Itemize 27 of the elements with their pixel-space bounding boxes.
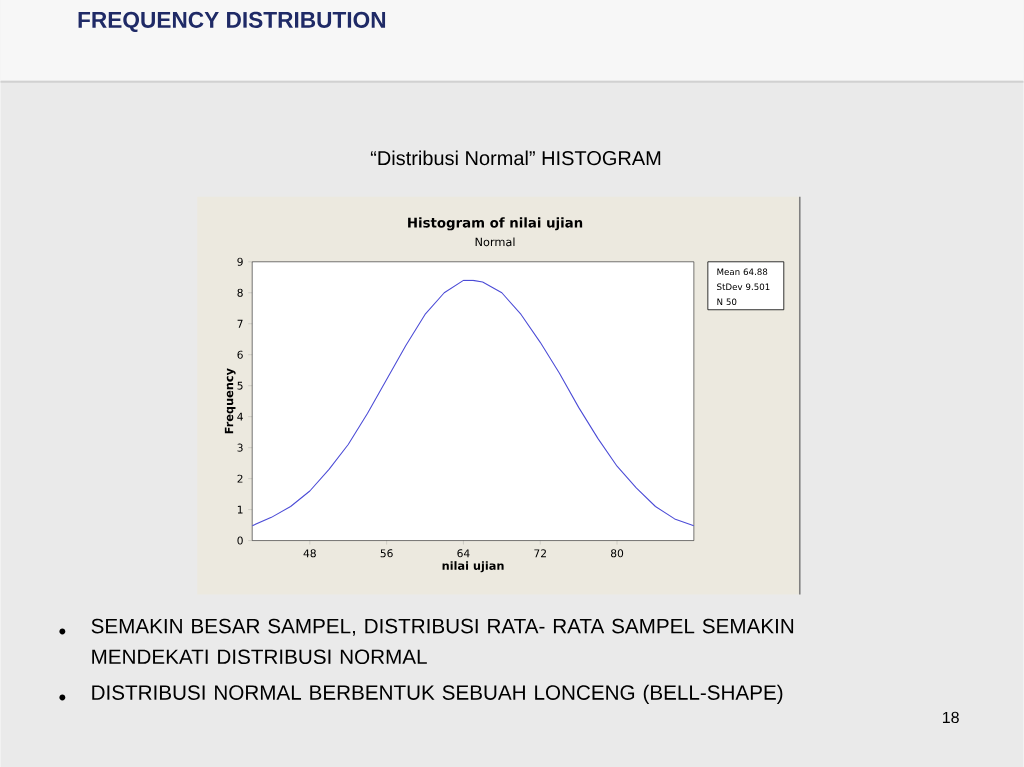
y-tick-label: 2	[237, 474, 243, 483]
text: Mean 64.88	[717, 268, 768, 275]
chart-title: Histogram of nilai ujian	[408, 217, 583, 231]
y-tick-label: 9	[237, 257, 243, 266]
x-axis-title: nilai ujian	[442, 560, 504, 573]
text: SEMAKIN BESAR SAMPEL, DISTRIBUSI RATA- RATA SAMPEL SEMAKIN MENDEKATI DISTRIBUSI NORMAL	[91, 618, 794, 664]
chart-subtitle: Normal	[475, 237, 515, 246]
x-tick-label: 48	[303, 549, 316, 558]
text: StDev 9.501	[717, 283, 770, 290]
y-tick-label: 6	[237, 350, 243, 359]
text: “Distribusi Normal” HISTOGRAM	[370, 150, 661, 166]
y-tick-label: 0	[237, 536, 243, 545]
x-tick-label: 56	[380, 549, 393, 558]
text: N 50	[717, 298, 737, 305]
y-tick-label: 8	[237, 288, 243, 297]
y-tick-label: 7	[237, 319, 243, 328]
y-tick-label: 1	[237, 505, 243, 514]
text: FREQUENCY DISTRIBUTION	[78, 11, 386, 32]
y-tick-label: 4	[237, 412, 243, 421]
y-axis-title: Frequency	[224, 368, 236, 434]
x-tick-label: 72	[534, 549, 546, 557]
y-tick-label: 5	[237, 381, 243, 390]
text: 18	[942, 711, 959, 723]
x-tick-label: 64	[457, 549, 470, 558]
text: DISTRIBUSI NORMAL BERBENTUK SEBUAH LONCENG (BELL-SHAPE)	[92, 684, 783, 704]
x-tick-label: 80	[611, 549, 624, 558]
y-tick-label: 3	[237, 443, 243, 452]
